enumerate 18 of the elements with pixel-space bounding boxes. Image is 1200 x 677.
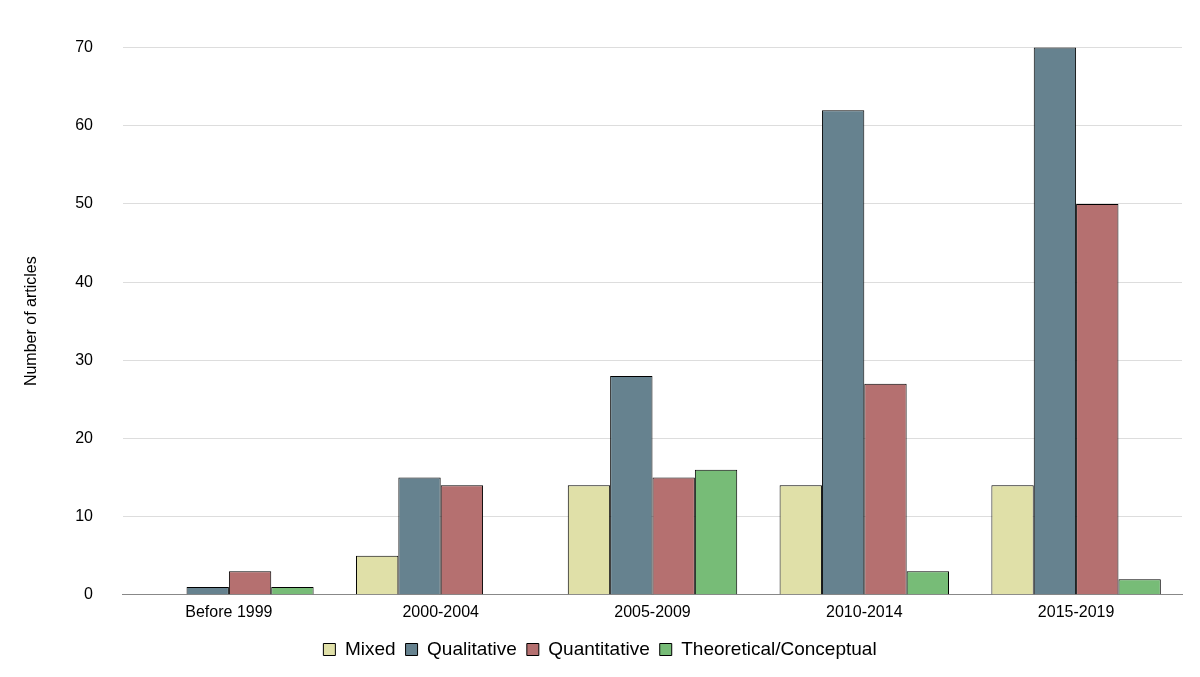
- y-axis-title: Number of articles: [22, 256, 40, 387]
- y-tick-label: 50: [75, 194, 94, 212]
- x-tick-label: 2005-2009: [614, 602, 691, 620]
- y-tick-label: 20: [75, 428, 94, 446]
- x-tick-label: 2015-2019: [1037, 602, 1115, 620]
- x-tick-label: 2000-2004: [402, 602, 480, 620]
- x-tick-label: Before 1999: [185, 602, 273, 620]
- legend-label: Qualitative: [427, 637, 517, 659]
- y-tick-label: 40: [75, 272, 94, 290]
- legend-label: Mixed: [344, 637, 396, 659]
- legend-label: Quantitative: [548, 637, 650, 659]
- y-tick-label: 60: [75, 116, 94, 134]
- x-tick-label: 2010-2014: [826, 602, 903, 620]
- y-tick-label: 0: [84, 585, 94, 603]
- y-tick-label: 10: [75, 507, 94, 525]
- legend-label: Theoretical/Conceptual: [681, 637, 877, 659]
- y-tick-label: 30: [75, 350, 94, 368]
- y-tick-label: 70: [75, 38, 94, 56]
